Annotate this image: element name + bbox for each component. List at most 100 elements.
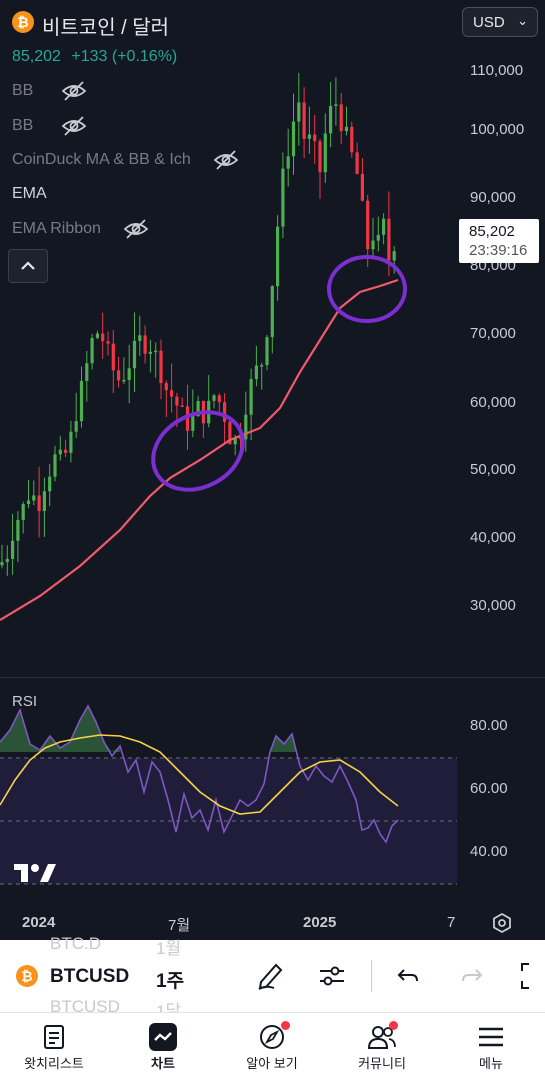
menu-icon [479,1027,503,1047]
rsi-axis-label: 60.00 [470,780,508,797]
candle-body [339,104,343,132]
indicator-bb-1[interactable]: BB [12,80,87,102]
price-axis-label: 30,000 [470,597,516,614]
community-icon [367,1026,396,1049]
chevron-up-icon [21,261,35,270]
time-axis-label: 7 [447,914,456,931]
candle-body [175,396,179,406]
toolbar-divider [371,960,372,992]
candle-body [127,368,131,380]
indicator-ema[interactable]: EMA [12,185,47,203]
candle-body [185,406,190,431]
pane-separator[interactable] [0,677,545,678]
candle-body [138,335,142,341]
rsi-axis-label: 80.00 [470,717,508,734]
ghost-symbol-bottom: BTCUSD [50,997,120,1016]
candle-body [16,519,20,541]
indicator-label: BB [12,82,34,99]
nav-chart[interactable]: 차트 [118,1021,208,1072]
indicator-ema-ribbon[interactable]: EMA Ribbon [12,218,149,240]
price-axis-label: 70,000 [470,325,516,342]
candle-body [371,240,375,250]
notification-dot [389,1021,398,1030]
candle-body [297,102,301,122]
notification-dot [281,1021,290,1030]
candle-body [254,365,258,379]
price-axis-label: 50,000 [470,461,516,478]
indicator-bb-2[interactable]: BB [12,115,87,137]
chart-toolbar: BTC.D 1월 BTCUSD 1달 ₿ BTCUSD 1주 [0,934,545,1021]
candle-body [334,104,338,107]
chart-icon [149,1023,177,1051]
nav-menu[interactable]: 메뉴 [446,1021,536,1072]
candle-body [302,102,306,139]
candle-body [217,395,221,403]
nav-watchlist[interactable]: 왓치리스트 [9,1021,99,1072]
symbol-selector[interactable]: BTCUSD [50,966,130,987]
top-bar: ₿ 비트코인 / 달러 USD ⌄ [0,0,545,44]
nav-explore[interactable]: 알아 보기 [227,1021,317,1072]
candle-body [95,333,99,339]
time-axis-label: 7월 [168,917,191,934]
candle-body [37,495,41,511]
candle-body [69,431,73,453]
last-price: 85,202 [12,48,61,65]
candle-body [74,421,78,432]
ghost-interval-top: 1월 [156,939,182,958]
axis-settings-icon [493,912,511,934]
tradingview-logo [14,864,56,882]
pair-title[interactable]: 비트코인 / 달러 [42,17,170,39]
eye-off-icon[interactable] [61,80,87,102]
candle-body [318,141,322,173]
price-axis-label: 40,000 [470,529,516,546]
explore-icon [260,1025,284,1049]
candle-body [180,405,184,407]
candle-body [101,333,105,342]
eye-off-icon[interactable] [61,115,87,137]
last-price-tag: 85,202 23:39:16 [459,219,539,263]
collapse-legend-button[interactable] [8,249,48,283]
nav-label: 메뉴 [479,1056,503,1071]
candle-body [228,421,232,445]
candle-body [270,286,274,338]
price-axis-label: 60,000 [470,394,516,411]
redo-icon[interactable] [460,966,484,986]
candle-body [111,343,115,371]
undo-icon[interactable] [396,966,420,986]
candle-body [382,218,386,235]
candle-body [223,402,227,422]
candle-body [170,390,174,397]
indicator-coinduck[interactable]: CoinDuck MA & BB & Ich [12,149,239,171]
bitcoin-coin-icon: ₿ [16,965,38,987]
eye-off-icon[interactable] [123,218,149,240]
rsi-legend[interactable]: RSI [12,693,38,710]
candle-body [58,449,62,455]
candle-body [164,383,168,391]
draw-pen-icon[interactable] [256,960,284,990]
indicator-label: EMA [12,185,47,202]
nav-community[interactable]: 커뮤니티 [337,1021,427,1072]
indicator-settings-icon[interactable] [318,963,346,989]
time-axis-label: 2024 [22,914,56,931]
chart-canvas[interactable] [0,44,545,934]
rsi-ma-line [0,734,399,815]
eye-off-icon[interactable] [213,149,239,171]
nav-label: 차트 [151,1056,175,1071]
candle-body [21,503,25,520]
chevron-down-icon: ⌄ [517,13,528,28]
time-axis-label: 2025 [303,914,337,931]
candle-body [0,562,4,566]
price-axis-label: 110,000 [470,62,524,79]
candle-body [323,133,327,173]
candle-body [159,350,163,384]
fullscreen-icon[interactable] [520,962,545,990]
candle-body [79,380,84,422]
currency-select[interactable]: USD ⌄ [462,7,538,37]
rsi-axis-label: 40.00 [470,843,508,860]
interval-selector[interactable]: 1주 [156,971,185,992]
candle-body [313,134,317,142]
indicator-label: EMA Ribbon [12,220,101,237]
candle-body [376,234,380,241]
candle-body [48,476,52,492]
candle-body [106,341,110,344]
